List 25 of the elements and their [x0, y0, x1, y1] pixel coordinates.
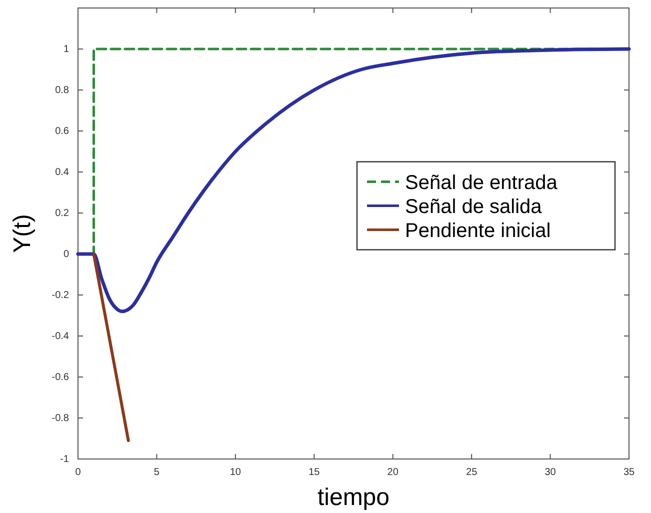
y-tick-label: -0.4: [52, 331, 70, 342]
x-tick-label: 25: [466, 467, 478, 478]
x-tick-label: 0: [75, 467, 82, 478]
y-axis-title: Y(t): [9, 214, 36, 253]
y-tick-label: 0.4: [55, 167, 70, 178]
x-tick-label: 35: [623, 467, 635, 478]
x-tick-label: 10: [230, 467, 242, 478]
y-tick-label: 0.6: [55, 126, 70, 138]
x-axis-title: tiempo: [317, 484, 390, 511]
legend-label: Señal de salida: [405, 196, 543, 218]
x-tick-label: 20: [387, 467, 399, 478]
line-series: [76, 47, 631, 314]
y-tick-label: -0.2: [52, 290, 70, 302]
y-tick-label: 1: [63, 44, 70, 56]
legend-label: Pendiente inicial: [405, 220, 551, 242]
y-tick-label: -1: [60, 454, 70, 466]
x-tick-label: 15: [308, 467, 320, 478]
legend-label: Señal de entrada: [405, 172, 558, 194]
x-tick-label: 30: [544, 467, 556, 478]
y-tick-label: -0.8: [52, 413, 70, 424]
y-tick-label: 0.2: [55, 208, 70, 220]
x-tick-label: 5: [154, 467, 160, 478]
y-tick-label: -0.6: [52, 372, 70, 384]
y-tick-label: 0: [63, 249, 70, 260]
y-tick-label: 0.8: [55, 85, 70, 96]
